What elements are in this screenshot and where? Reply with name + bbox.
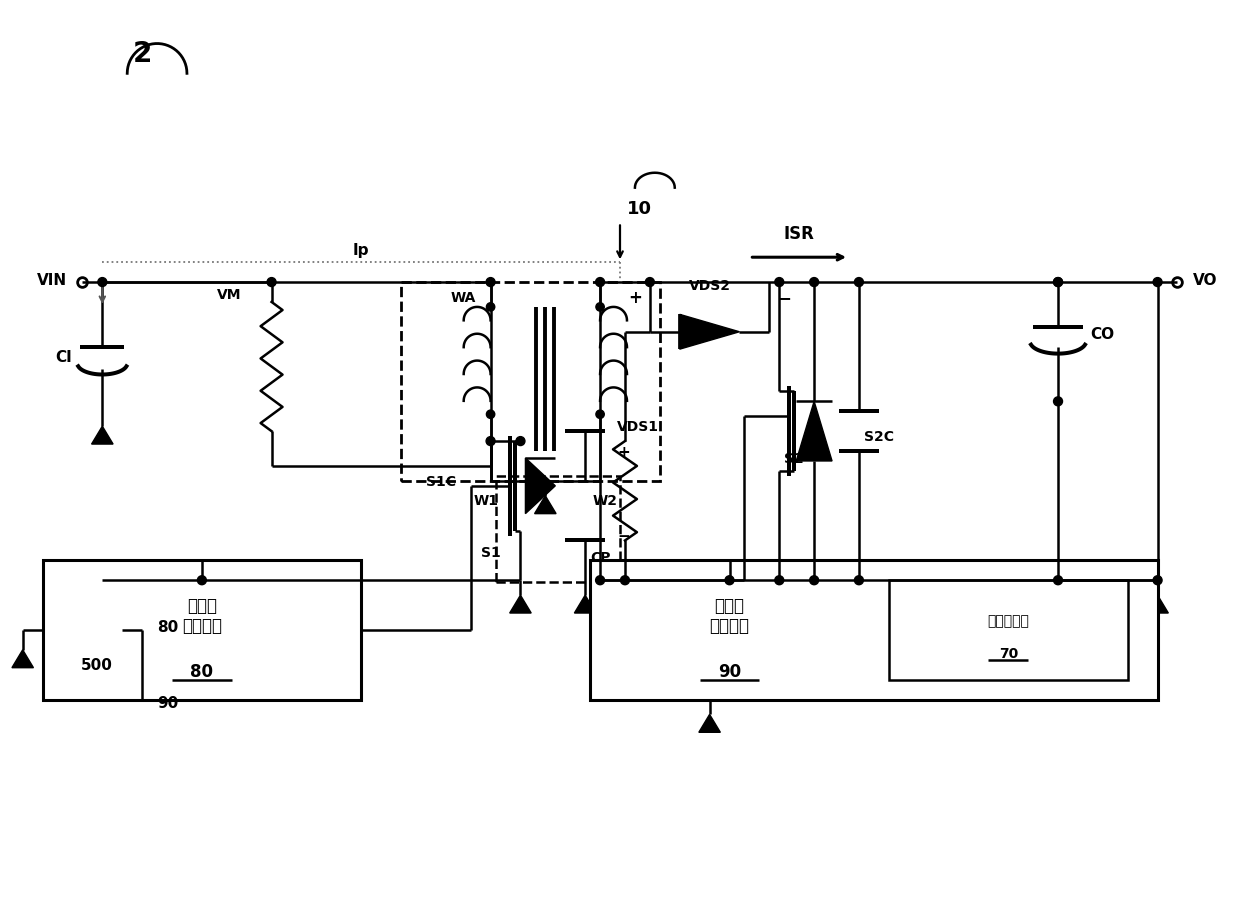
Circle shape xyxy=(596,411,604,419)
Text: CP: CP xyxy=(590,551,610,565)
Circle shape xyxy=(854,278,863,287)
Bar xyxy=(42,561,361,700)
Circle shape xyxy=(1153,576,1162,585)
Circle shape xyxy=(775,278,784,287)
Polygon shape xyxy=(680,315,739,350)
Polygon shape xyxy=(526,458,556,514)
Text: 90: 90 xyxy=(157,695,179,711)
Text: 70: 70 xyxy=(998,646,1018,660)
Circle shape xyxy=(810,278,818,287)
Text: 2: 2 xyxy=(133,40,151,68)
Text: VM: VM xyxy=(217,288,242,302)
Text: S1: S1 xyxy=(481,546,501,560)
Text: Ip: Ip xyxy=(353,243,370,258)
Circle shape xyxy=(810,576,818,585)
Circle shape xyxy=(516,437,525,446)
Circle shape xyxy=(775,576,784,585)
Bar xyxy=(590,561,1158,700)
Text: +: + xyxy=(627,289,642,307)
Circle shape xyxy=(486,411,495,419)
Polygon shape xyxy=(1147,596,1168,613)
Text: S2C: S2C xyxy=(864,430,894,444)
Text: 抖动控制器: 抖动控制器 xyxy=(987,613,1029,628)
Circle shape xyxy=(595,278,605,287)
Text: 500: 500 xyxy=(81,658,113,672)
Text: W2: W2 xyxy=(593,493,618,507)
Text: 10: 10 xyxy=(627,200,652,218)
Polygon shape xyxy=(12,650,33,668)
Circle shape xyxy=(1054,278,1063,287)
Bar xyxy=(496,476,620,582)
Circle shape xyxy=(197,576,206,585)
Bar xyxy=(401,282,660,481)
Circle shape xyxy=(596,303,604,312)
Circle shape xyxy=(620,576,630,585)
Circle shape xyxy=(1054,576,1063,585)
Polygon shape xyxy=(510,596,531,613)
Text: S1C: S1C xyxy=(425,475,456,488)
Text: CI: CI xyxy=(56,350,72,364)
Text: VDS2: VDS2 xyxy=(688,279,730,292)
Circle shape xyxy=(486,303,495,312)
Circle shape xyxy=(486,437,495,446)
Text: CO: CO xyxy=(1090,327,1114,342)
Polygon shape xyxy=(699,714,720,732)
Text: 二次侧
控制电路: 二次侧 控制电路 xyxy=(709,596,749,635)
Text: 80: 80 xyxy=(157,619,179,635)
Text: 一次侧
控制电路: 一次侧 控制电路 xyxy=(182,596,222,635)
Circle shape xyxy=(645,278,655,287)
Text: 80: 80 xyxy=(191,662,213,680)
Circle shape xyxy=(267,278,277,287)
Text: WA: WA xyxy=(450,291,476,304)
Circle shape xyxy=(595,576,605,585)
Text: VIN: VIN xyxy=(37,272,67,287)
Circle shape xyxy=(1054,397,1063,406)
Polygon shape xyxy=(574,596,596,613)
Text: W1: W1 xyxy=(474,493,498,507)
Text: ISR: ISR xyxy=(784,225,815,243)
Circle shape xyxy=(98,278,107,287)
Text: S2: S2 xyxy=(784,452,804,466)
Circle shape xyxy=(725,576,734,585)
Polygon shape xyxy=(534,496,556,514)
Circle shape xyxy=(1054,278,1063,287)
Polygon shape xyxy=(796,402,832,462)
Text: +: + xyxy=(618,444,630,459)
Circle shape xyxy=(486,278,495,287)
Text: VDS1: VDS1 xyxy=(618,420,658,434)
Text: 90: 90 xyxy=(718,662,742,680)
Circle shape xyxy=(854,576,863,585)
Text: −: − xyxy=(777,289,791,307)
Text: VO: VO xyxy=(1193,272,1216,287)
Polygon shape xyxy=(92,426,113,445)
Circle shape xyxy=(1153,278,1162,287)
Bar xyxy=(889,580,1127,680)
Text: −: − xyxy=(618,528,630,543)
